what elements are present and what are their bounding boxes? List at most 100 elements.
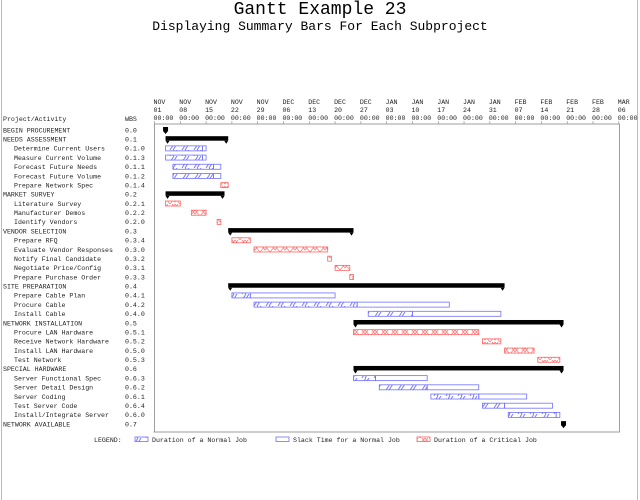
gantt-row: Receive Network Hardware 0.5.2 (14, 338, 502, 346)
activity-name: Negotiate Price/Config (14, 265, 101, 272)
gantt-row: Install LAN Hardware 0.5.0 (14, 347, 535, 355)
tick-label-day: 21 (566, 107, 574, 114)
wbs-code: 0.6.0 (125, 412, 145, 419)
gantt-row: Prepare Purchase Order 0.3.3 (14, 274, 354, 281)
slack-bar (213, 173, 222, 179)
activity-name: Manufacturer Demos (14, 210, 85, 217)
summary-bar (165, 191, 225, 196)
activity-name: NETWORK INSTALLATION (3, 320, 82, 327)
tick-label-time: 00:00 (308, 115, 328, 122)
slack-bar (356, 301, 450, 308)
normal-job-bar (482, 402, 505, 409)
normal-job-bar (353, 375, 376, 382)
activity-name: Prepare Cable Plan (14, 293, 85, 300)
tick-label-time: 00:00 (618, 115, 638, 122)
legend-text-critical: Duration of a Critical Job (434, 437, 537, 444)
milestone-marker (561, 421, 567, 429)
activity-name: Test Server Code (14, 403, 77, 410)
normal-job-bar (507, 411, 557, 418)
slack-bar (555, 411, 561, 418)
tick-label-time: 00:00 (437, 115, 457, 122)
activity-name: MARKET SURVEY (3, 192, 54, 199)
normal-job-bar (165, 145, 203, 152)
normal-job-bar (172, 173, 214, 179)
activity-name: Test Network (14, 357, 62, 364)
gantt-row: MARKET SURVEY 0.2 (3, 191, 225, 199)
critical-job-bar (349, 274, 354, 280)
tick-label-day: 14 (540, 107, 548, 114)
legend-text-slack: Slack Time for a Normal Job (293, 437, 400, 444)
tick-label-day: 15 (205, 107, 213, 114)
activity-name: Notify Final Candidate (14, 256, 101, 263)
wbs-code: 0.5.1 (125, 329, 145, 336)
tick-label-day: 29 (257, 107, 265, 114)
header-activity: Project/Activity (3, 116, 66, 123)
gantt-row: Prepare RFQ 0.3.4 (14, 237, 251, 245)
tick-label-month: JAN (386, 99, 398, 106)
tick-label-day: 17 (437, 107, 445, 114)
tick-label-time: 00:00 (411, 115, 431, 122)
activity-name: Server Detail Design (14, 385, 93, 392)
normal-job-bar (367, 310, 413, 317)
tick-label-month: FEB (540, 99, 552, 106)
tick-label-month: DEC (282, 99, 294, 106)
tick-label-time: 00:00 (257, 115, 277, 122)
tick-label-day: 07 (515, 107, 523, 114)
gantt-row: Literature Survey 0.2.1 (14, 200, 181, 208)
slack-bar (426, 384, 480, 391)
critical-job-bar (190, 209, 207, 216)
tick-label-month: DEC (334, 99, 346, 106)
tick-label-time: 00:00 (231, 115, 251, 122)
tick-label-month: FEB (515, 99, 527, 106)
activity-name: Evaluate Vendor Responses (14, 247, 113, 254)
gantt-row: Forecast Future Volume 0.1.2 (14, 173, 222, 180)
activity-name: Server Coding (14, 394, 65, 401)
gantt-row: Manufacturer Demos 0.2.2 (14, 209, 207, 217)
gantt-row: Server Coding 0.6.1 (14, 393, 528, 401)
legend-text-normal: Duration of a Normal Job (152, 437, 247, 444)
tick-label-day: 08 (179, 107, 187, 114)
slack-bar (249, 292, 336, 299)
activity-name: Prepare Network Spec (14, 182, 93, 189)
tick-label-month: DEC (360, 99, 372, 106)
activity-name: Procure Cable (14, 302, 65, 309)
activity-name: Forecast Future Volume (14, 173, 101, 180)
gantt-row: SITE PREPARATION 0.4 (3, 283, 505, 291)
wbs-code: 0.6.1 (125, 394, 145, 401)
activity-name: Prepare Purchase Order (14, 274, 101, 281)
summary-bar-end-marks (165, 195, 225, 199)
critical-job-bar (216, 218, 222, 225)
tick-label-day: 10 (411, 107, 419, 114)
gantt-row: Forecast Future Needs 0.1.1 (14, 163, 222, 171)
tick-label-day: 31 (489, 107, 497, 114)
critical-job-bar (504, 347, 535, 354)
gantt-row: NETWORK INSTALLATION 0.5 (3, 319, 564, 328)
activity-name: Measure Current Volume (14, 155, 101, 162)
normal-job-bar (165, 154, 203, 161)
wbs-code: 0.5 (125, 320, 137, 327)
summary-bar-end-marks (353, 370, 564, 374)
slack-bar (202, 154, 207, 161)
wbs-code: 0.0 (125, 127, 137, 134)
legend-swatch-slack (275, 436, 290, 442)
normal-job-bar (172, 163, 214, 170)
tick-label-time: 00:00 (463, 115, 483, 122)
tick-label-month: JAN (489, 99, 501, 106)
gantt-row: Measure Current Volume 0.1.3 (14, 154, 207, 162)
wbs-code: 0.3.4 (125, 238, 145, 245)
tick-label-time: 00:00 (179, 115, 199, 122)
gantt-row: Procure Cable 0.4.2 (14, 301, 450, 309)
gantt-row: Install/Integrate Server 0.6.0 (14, 411, 561, 419)
wbs-code: 0.1 (125, 136, 137, 143)
critical-job-bar (482, 338, 502, 345)
critical-job-bar (353, 329, 480, 336)
wbs-code: 0.1.3 (125, 155, 145, 162)
slack-bar (412, 310, 502, 317)
legend-label: LEGEND: (94, 437, 122, 444)
wbs-code: 0.2.1 (125, 201, 145, 208)
page-border-right (637, 0, 638, 500)
legend-swatch-normal (134, 436, 149, 442)
critical-job-bar (327, 255, 332, 262)
critical-job-bar (165, 200, 181, 207)
tick-label-month: JAN (411, 99, 423, 106)
